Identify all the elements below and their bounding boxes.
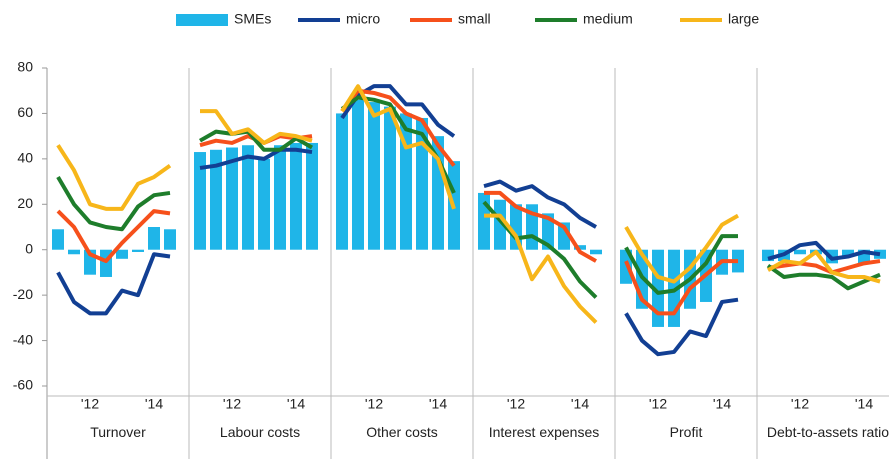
panel-label: Profit <box>669 424 703 440</box>
line <box>484 190 597 263</box>
y-tick-label: 60 <box>17 104 33 120</box>
bar <box>352 99 364 250</box>
bar <box>194 152 206 250</box>
line <box>56 144 172 211</box>
bar <box>52 229 64 250</box>
bar <box>874 249 886 259</box>
panel-label: Labour costs <box>219 424 301 440</box>
y-tick-label: 80 <box>17 59 33 75</box>
bar <box>148 227 160 250</box>
line <box>199 147 313 170</box>
bar <box>210 149 222 250</box>
line <box>624 213 739 284</box>
bar <box>794 249 806 255</box>
legend-label: SMEs <box>234 11 271 27</box>
x-tick-label: '14 <box>713 396 731 412</box>
line <box>56 176 171 232</box>
x-tick-label: '12 <box>791 396 809 412</box>
line <box>624 297 739 357</box>
legend-swatch <box>176 14 228 26</box>
bar <box>368 102 380 250</box>
line <box>484 213 598 324</box>
x-tick-label: '12 <box>81 396 99 412</box>
bar <box>164 229 176 250</box>
y-tick-label: 0 <box>25 240 33 256</box>
y-tick-label: -60 <box>13 377 33 393</box>
bar <box>542 213 554 250</box>
bar <box>478 192 490 250</box>
line <box>766 263 881 291</box>
bar <box>416 117 428 250</box>
line <box>340 84 456 210</box>
legend-label: medium <box>583 11 633 27</box>
y-tick-label: 40 <box>17 150 33 166</box>
panel-label: Debt-to-assets ratio <box>766 424 889 440</box>
bar <box>258 158 270 250</box>
line <box>624 234 738 295</box>
bar <box>68 249 80 255</box>
x-tick-label: '14 <box>571 396 589 412</box>
x-tick-label: '12 <box>649 396 667 412</box>
bar <box>116 249 128 259</box>
x-tick-label: '12 <box>507 396 525 412</box>
bar <box>242 145 254 250</box>
line <box>199 129 313 152</box>
y-tick-label: -40 <box>13 331 33 347</box>
bar <box>842 249 854 257</box>
bar <box>306 142 318 250</box>
bar <box>652 249 664 327</box>
line <box>624 259 738 316</box>
bar <box>226 147 238 250</box>
x-tick-label: '14 <box>287 396 305 412</box>
bar <box>336 113 348 250</box>
line <box>482 200 598 299</box>
x-tick-label: '14 <box>855 396 873 412</box>
line <box>56 209 171 264</box>
panel-label: Turnover <box>90 424 146 440</box>
panel-label: Other costs <box>366 424 438 440</box>
legend-label: large <box>728 11 759 27</box>
bar <box>574 245 586 250</box>
legend-label: small <box>458 11 491 27</box>
bar <box>384 106 396 250</box>
legend-label: micro <box>346 11 380 27</box>
x-tick-label: '12 <box>365 396 383 412</box>
bar <box>620 249 632 284</box>
line <box>483 179 597 229</box>
panel-label: Interest expenses <box>488 424 600 440</box>
line <box>56 252 171 316</box>
bar <box>590 249 602 255</box>
line <box>767 240 881 261</box>
line <box>200 109 313 145</box>
line <box>767 249 881 284</box>
x-tick-label: '14 <box>429 396 447 412</box>
y-tick-label: -20 <box>13 286 33 302</box>
bar <box>132 249 144 252</box>
bar <box>762 249 774 262</box>
y-tick-label: 20 <box>17 195 33 211</box>
line <box>767 259 881 275</box>
bar <box>494 199 506 250</box>
bar <box>274 145 286 250</box>
x-tick-label: '12 <box>223 396 241 412</box>
x-tick-label: '14 <box>145 396 163 412</box>
bar <box>290 142 302 250</box>
